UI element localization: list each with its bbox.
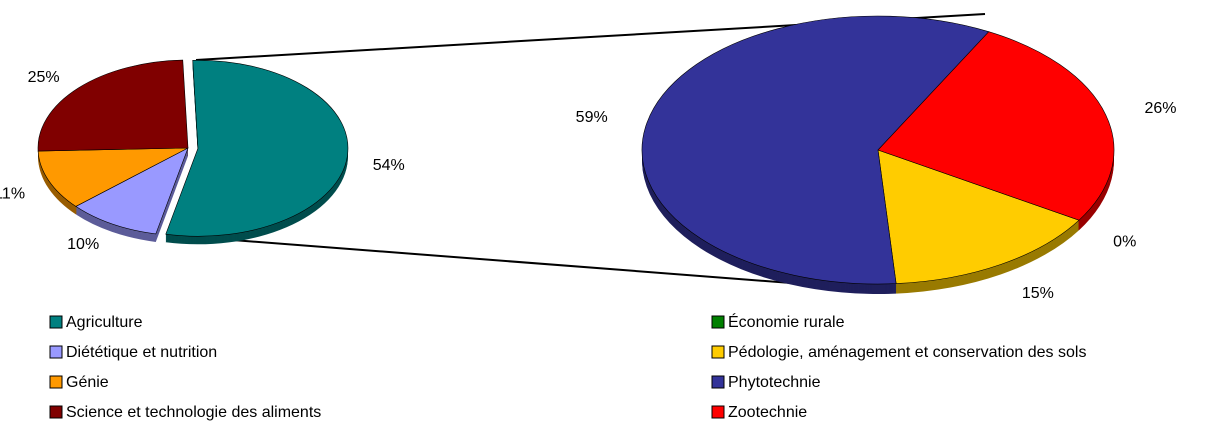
legend-label: Science et technologie des aliments xyxy=(66,404,321,421)
legend-swatch xyxy=(711,315,725,329)
data-label: 15% xyxy=(1022,285,1054,302)
legend-label: Pédologie, aménagement et conservation d… xyxy=(728,344,1086,361)
legend-label: Économie rurale xyxy=(728,312,845,331)
legend-label: Diététique et nutrition xyxy=(66,344,217,361)
data-label: 25% xyxy=(28,69,60,86)
data-label: 59% xyxy=(576,109,608,126)
legend-swatch xyxy=(711,345,725,359)
data-label: 0% xyxy=(1113,233,1136,250)
legend-swatch xyxy=(711,405,725,419)
data-label: 54% xyxy=(373,157,405,174)
pie-slice xyxy=(641,15,990,285)
pie-slice xyxy=(37,59,189,152)
connector-line xyxy=(193,236,896,292)
pie-slice xyxy=(75,147,189,235)
legend-swatch xyxy=(49,345,63,359)
data-label: 11% xyxy=(0,185,25,202)
legend-label: Phytotechnie xyxy=(728,374,821,391)
legend-label: Zootechnie xyxy=(728,404,807,421)
legend-swatch xyxy=(49,315,63,329)
data-label: 26% xyxy=(1144,100,1176,117)
legend-swatch xyxy=(49,375,63,389)
pie-slice xyxy=(37,147,189,207)
legend-swatch xyxy=(49,405,63,419)
data-label: 10% xyxy=(67,236,99,253)
pie-slice xyxy=(877,149,1080,284)
pie-slice xyxy=(165,60,349,237)
pie-slice xyxy=(877,31,1115,221)
legend-label: Génie xyxy=(66,374,109,391)
legend-swatch xyxy=(711,375,725,389)
legend-label: Agriculture xyxy=(66,314,143,331)
